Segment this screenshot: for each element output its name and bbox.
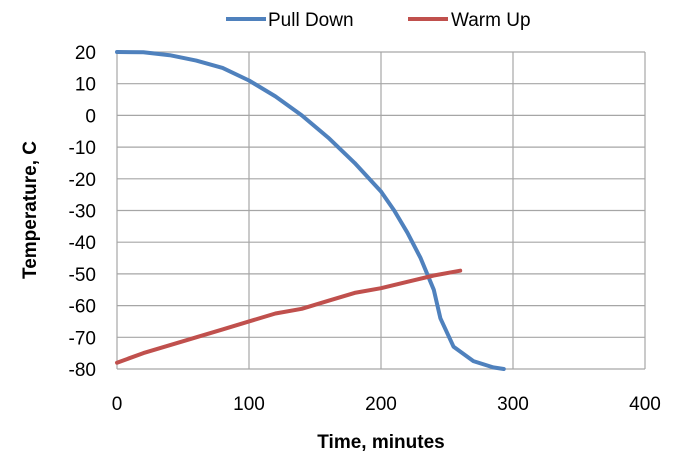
series-line-warm-up xyxy=(115,268,463,365)
series-line-pull-down xyxy=(115,50,506,371)
y-tick-label: -80 xyxy=(69,360,96,381)
y-tick-label: 0 xyxy=(85,106,96,127)
legend-label-warm-up: Warm Up xyxy=(451,10,531,31)
legend: Pull Down Warm Up xyxy=(226,10,531,31)
y-tick-label: -60 xyxy=(69,297,96,318)
y-tick-label: 10 xyxy=(75,75,96,96)
x-tick-label: 100 xyxy=(233,394,265,415)
gridlines xyxy=(116,51,646,370)
y-axis-title: Temperature, C xyxy=(20,141,41,279)
y-tick-label: -10 xyxy=(69,138,96,159)
y-tick-label: -30 xyxy=(69,202,96,223)
legend-label-pull-down: Pull Down xyxy=(268,10,354,31)
y-tick-label: 20 xyxy=(75,43,96,64)
y-tick-label: -70 xyxy=(69,328,96,349)
x-tick-label: 300 xyxy=(497,394,529,415)
x-tick-label: 200 xyxy=(365,394,397,415)
y-tick-label: -20 xyxy=(69,170,96,191)
x-tick-label: 0 xyxy=(112,394,123,415)
series-lines xyxy=(115,50,506,371)
y-axis-ticks: 20 10 0 -10 -20 -30 -40 -50 -60 -70 -80 xyxy=(69,43,96,381)
x-tick-label: 400 xyxy=(629,394,661,415)
y-tick-label: -40 xyxy=(69,233,96,254)
y-tick-label: -50 xyxy=(69,265,96,286)
x-axis-ticks: 0 100 200 300 400 xyxy=(112,394,661,415)
x-axis-title: Time, minutes xyxy=(317,432,444,453)
